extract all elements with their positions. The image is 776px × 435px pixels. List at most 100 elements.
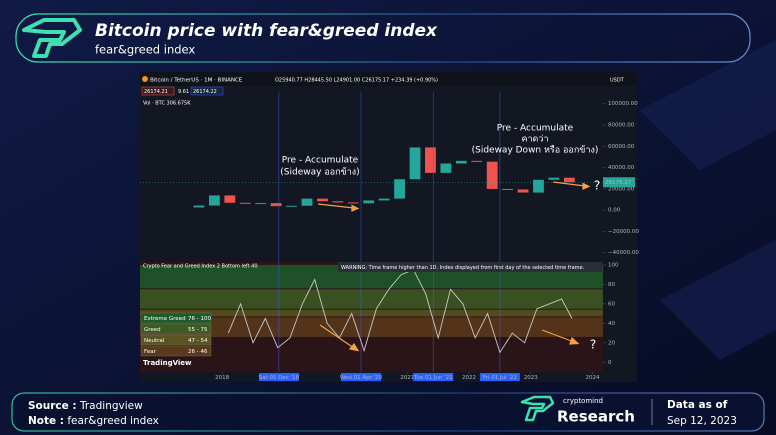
x-tick-label: Tue 01 Jun '21 (413, 375, 453, 381)
legend-swatch (140, 334, 212, 346)
candle (193, 205, 205, 208)
note: Note : fear&greed index (28, 415, 159, 427)
x-marker-box (413, 373, 454, 381)
legend-name: Extreme Greed (144, 316, 186, 322)
volume-label: Vol · BTC 306.675K (143, 101, 191, 107)
x-tick-label: Fri 01 Jul '22 (483, 375, 517, 381)
arrows (317, 181, 591, 352)
candle (363, 200, 375, 204)
candle (332, 201, 344, 203)
x-tick-label: 2021 (400, 375, 414, 381)
candle (394, 179, 405, 199)
source-label: Source : (28, 400, 77, 412)
x-marker-box (341, 373, 382, 381)
ohlc: O25940.77 H28445.50 L24901.00 C26175.17 … (275, 78, 438, 84)
date: Sep 12, 2023 (667, 415, 737, 427)
brand-top: cryptomind (563, 397, 603, 405)
annotation: ? (594, 179, 600, 193)
warning: WARNING: Time frame higher than 1D. Inde… (341, 265, 585, 271)
source: Source : Tradingview (28, 400, 143, 412)
logo (22, 18, 82, 58)
ask-box (190, 86, 224, 96)
legend-name: Fear (144, 349, 157, 355)
x-tick-label: Wed 01 Apr '20 (340, 375, 383, 381)
brand: Research (557, 408, 635, 426)
indicator-label: Crypto Fear and Greed Index 2 Bottom lef… (143, 264, 258, 270)
band (140, 317, 603, 337)
symbol: Bitcoin / TetherUS · 1M · BINANCE (150, 78, 243, 84)
x-tick-label: 2018 (215, 375, 229, 381)
legend-name: Greed (144, 327, 161, 333)
annotation: คาดว่า (521, 135, 548, 145)
y-tick-label: 20 (608, 340, 615, 346)
fng-line (227, 269, 573, 354)
legend-swatch (140, 345, 212, 357)
y-tick-label: 40000.00 (608, 165, 635, 171)
candle (502, 188, 514, 190)
coin-icon (142, 76, 148, 82)
x-marker-box (258, 373, 299, 381)
x-tick-label: 2024 (586, 375, 600, 381)
candle (239, 202, 251, 204)
candle (409, 147, 421, 180)
legend-range: 76 - 100 (188, 316, 211, 322)
y-tick-label: 0.00 (608, 208, 621, 214)
currency: USDT (610, 78, 625, 84)
candle (533, 179, 544, 193)
candle (286, 205, 297, 207)
bid-box (141, 86, 175, 96)
warning-box (338, 262, 602, 272)
band (140, 309, 603, 317)
y-tick-label: 20000.00 (608, 186, 635, 192)
decor (640, 40, 776, 170)
legend-swatch (140, 323, 212, 335)
note-label: Note : (28, 415, 64, 427)
legend-range: 55 - 75 (188, 327, 208, 333)
footer-logo (520, 395, 555, 422)
spread: 9.61 (178, 89, 189, 95)
toolbar (140, 72, 637, 86)
annotation: Pre - Accumulate (497, 124, 574, 134)
tv-brand: TradingView (143, 359, 192, 367)
candle (425, 147, 436, 173)
candle (347, 202, 359, 204)
candle (255, 203, 267, 205)
y-tick-label: −40000.00 (608, 250, 639, 256)
annotation: (Sideway ออกข้าง) (280, 167, 359, 178)
candle (517, 189, 529, 193)
x-tick-label: Sat 01 Dec '18 (259, 375, 300, 381)
x-marker-box (479, 373, 520, 381)
y-tick-label: 40 (608, 321, 615, 327)
candle (270, 203, 282, 207)
ask: 26174.22 (193, 89, 217, 95)
candle (208, 195, 220, 206)
decor (660, 240, 776, 360)
candle (301, 198, 313, 206)
y-tick-label: 100000.00 (608, 101, 638, 107)
candle (455, 160, 467, 164)
x-tick-label: 2023 (524, 375, 538, 381)
candle (486, 161, 498, 189)
candle (440, 163, 452, 173)
plots: 100000.00 80000.00 60000.00 40000.00 20000.0… (140, 92, 639, 381)
y-tick-label: 60000.00 (608, 144, 635, 150)
x-tick-label: 2022 (462, 375, 476, 381)
title: Bitcoin price with fear&greed index (95, 21, 438, 41)
candle (317, 198, 328, 202)
annotation: ? (590, 338, 596, 352)
note-value: fear&greed index (67, 415, 159, 427)
annotation: (Sideway Down หรือ ออกข้าง) (472, 145, 599, 156)
band (140, 289, 603, 309)
footer-box (11, 392, 765, 432)
y-tick-label: 80 (608, 282, 615, 288)
candle (548, 177, 560, 180)
legend-name: Neutral (144, 338, 165, 344)
last-price-label: 26175.17 (605, 180, 632, 186)
legend-range: 26 - 46 (188, 349, 208, 355)
candle (378, 198, 390, 201)
header-box (15, 13, 751, 63)
y-tick-label: −20000.00 (608, 229, 639, 235)
source-value: Tradingview (79, 400, 143, 412)
legend-swatch (140, 312, 212, 324)
